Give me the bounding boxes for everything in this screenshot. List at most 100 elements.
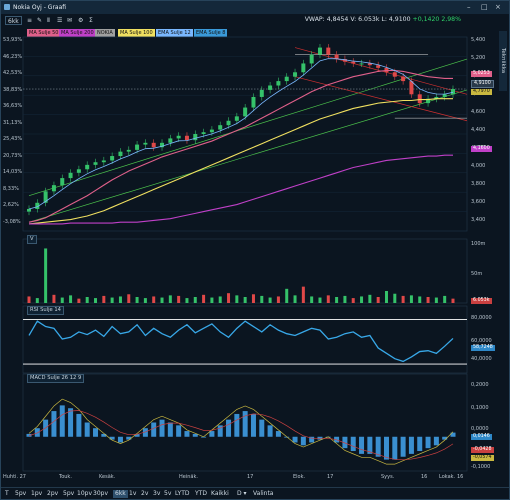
volume-bar — [343, 295, 347, 303]
volume-label[interactable]: V — [27, 235, 37, 244]
candle-body — [168, 138, 173, 143]
range-button-6kk[interactable]: 6kk — [113, 490, 128, 498]
mail-icon[interactable]: ✉ — [67, 17, 73, 24]
volume-bar — [293, 295, 297, 303]
candle-body — [376, 65, 381, 68]
range-button-10pv[interactable]: 10pv — [77, 490, 92, 497]
range-button-valinta[interactable]: Valinta — [253, 490, 274, 497]
pause-icon[interactable]: Ⅱ — [47, 17, 50, 24]
maximize-icon[interactable]: □ — [481, 3, 488, 11]
range-button-lytd[interactable]: LYTD — [175, 490, 190, 497]
macd-histogram-bar — [284, 436, 290, 438]
volume-bar — [376, 297, 380, 303]
range-button-5pv[interactable]: 5pv — [15, 490, 27, 497]
price-axis-tick: 5,400 — [471, 37, 486, 43]
candle-body — [251, 96, 256, 108]
title-bar: Nokia Oyj - Graafi – □ × — [1, 1, 509, 14]
range-button-ytd[interactable]: YTD — [195, 490, 207, 497]
volume-bar — [276, 296, 280, 303]
range-button-2v[interactable]: 2v — [141, 490, 149, 497]
technical-tab[interactable]: Tekniikka — [499, 31, 507, 91]
candle-body — [243, 107, 248, 117]
volume-bar — [102, 295, 106, 303]
indicator-nokia[interactable]: NOKIA — [95, 29, 115, 37]
indicator-ma200[interactable]: MA Sulje 200 — [59, 29, 96, 37]
rsi-label[interactable]: RSI Sulje 14 — [27, 306, 64, 315]
range-button-1pv[interactable]: 1pv — [31, 490, 43, 497]
time-axis-tick: 17 — [327, 474, 334, 480]
sigma-icon[interactable]: Σ — [89, 17, 93, 24]
candle-body — [35, 202, 40, 209]
range-button-30pv[interactable]: 30pv — [93, 490, 108, 497]
volume-bar — [251, 294, 255, 303]
candle-body — [151, 142, 156, 148]
macd-histogram-bar — [292, 436, 298, 443]
window-icon — [4, 4, 10, 10]
close-icon[interactable]: × — [495, 3, 501, 11]
macd-histogram-bar — [51, 411, 57, 437]
minimize-icon[interactable]: – — [467, 3, 471, 11]
volume-bar — [227, 293, 231, 303]
candle-body — [367, 63, 372, 66]
volume-bar — [35, 298, 39, 303]
candle-body — [268, 85, 273, 90]
gear-icon[interactable]: ⚙ — [78, 17, 84, 24]
time-axis-tick: Lokak. — [439, 474, 456, 480]
price-axis-tick: 3,400 — [471, 217, 486, 223]
macd-panel-frame — [22, 373, 468, 472]
macd-histogram-bar — [59, 405, 65, 437]
volume-bar — [418, 296, 422, 303]
rsi-last-tag: 58,7248 — [471, 345, 495, 351]
macd-histogram-bar — [342, 436, 348, 449]
range-button-kaikki[interactable]: Kaikki — [211, 490, 229, 497]
draw-icon[interactable]: ✎ — [37, 17, 43, 24]
range-button-5pv[interactable]: 5pv — [63, 490, 75, 497]
volume-bar — [326, 295, 330, 303]
candle-body — [209, 129, 214, 133]
rsi-panel-frame — [22, 305, 468, 374]
candle-body — [293, 72, 298, 77]
volume-axis-50m: 50m — [471, 271, 483, 277]
macd-label[interactable]: MACD Sulje 26 12 9 — [27, 374, 85, 383]
macd-tag-1: -0,0428 — [471, 447, 494, 453]
period-select[interactable]: 6kk — [5, 16, 22, 25]
range-button-3v[interactable]: 3v — [153, 490, 161, 497]
macd-histogram-bar — [450, 432, 456, 437]
range-button-d[interactable]: D ▾ — [237, 490, 247, 497]
indicator-ema12[interactable]: EMA Sulje 12 — [156, 29, 193, 37]
range-button-1v[interactable]: 1v — [129, 490, 137, 497]
indicator-ma50[interactable]: MA Sulje 50 — [27, 29, 61, 37]
candle-body — [276, 81, 281, 86]
menu-icon[interactable]: ≡ — [27, 17, 33, 24]
range-button-t[interactable]: T — [5, 490, 9, 497]
indicator-ma100[interactable]: MA Sulje 100 — [118, 29, 155, 37]
volume-bar — [351, 298, 355, 303]
range-button-2pv[interactable]: 2pv — [47, 490, 59, 497]
price-tag-ma100: 4,7970 — [471, 89, 492, 95]
candle-body — [101, 160, 106, 163]
candle-body — [27, 208, 31, 212]
volume-bar — [235, 295, 239, 303]
list-icon[interactable]: ☰ — [57, 17, 63, 24]
macd-histogram-bar — [101, 433, 107, 437]
percent-axis-tick: 53,93% — [3, 37, 23, 43]
trend-channel-upper — [28, 58, 468, 197]
macd-histogram-bar — [184, 431, 190, 437]
volume-bar — [85, 297, 89, 303]
indicator-ema8[interactable]: EMA Sulje 8 — [194, 29, 228, 37]
volume-bar — [135, 297, 139, 303]
volume-bar — [310, 296, 314, 303]
rsi-axis-40: 40,0000 — [471, 356, 492, 362]
time-axis-tick: 17 — [247, 474, 254, 480]
candle-body — [201, 132, 206, 134]
candle-body — [51, 185, 56, 192]
downtrend-upper — [294, 47, 468, 95]
range-button-5v[interactable]: 5v — [164, 490, 172, 497]
volume-bar — [451, 298, 455, 303]
volume-bar — [409, 295, 413, 303]
window-title: Nokia Oyj - Graafi — [13, 4, 67, 11]
macd-histogram-bar — [325, 436, 331, 438]
volume-bar — [27, 296, 31, 303]
volume-bar — [94, 298, 98, 303]
